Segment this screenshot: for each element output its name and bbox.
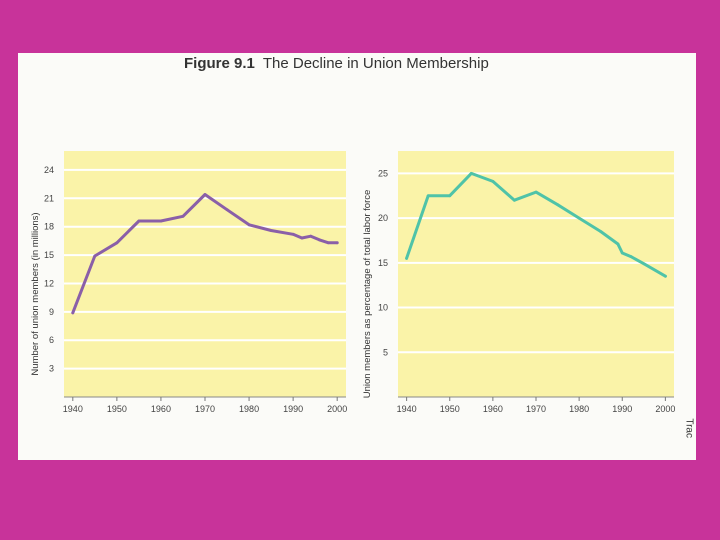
x-tick-label: 1990 — [283, 404, 303, 414]
data-point — [577, 216, 581, 220]
y-tick-label: 21 — [44, 193, 54, 203]
data-point — [225, 208, 229, 212]
y-tick-label: 6 — [49, 335, 54, 345]
data-point — [616, 242, 620, 246]
data-point — [642, 262, 646, 266]
data-point — [181, 214, 185, 218]
x-tick-label: 1940 — [397, 404, 417, 414]
x-tick-label: 1950 — [107, 404, 127, 414]
chart-1: 3 6 9 12 15 18 21 24 1940 1950 1960 1970 1980 1990 200… — [30, 151, 347, 414]
x-tick-label: 1950 — [440, 404, 460, 414]
y-tick-label: 15 — [378, 258, 388, 268]
data-point — [309, 234, 313, 238]
charts-canvas: 3 6 9 12 15 18 21 24 1940 1950 1960 1970 1980 1990 200… — [30, 151, 675, 414]
y-tick-label: 10 — [378, 303, 388, 313]
x-tick-label: 1970 — [195, 404, 215, 414]
data-point — [513, 198, 516, 202]
y-tick-label: 3 — [49, 364, 54, 374]
data-point — [71, 311, 75, 315]
data-point — [405, 256, 409, 260]
data-point — [291, 232, 295, 236]
data-point — [115, 241, 119, 245]
data-point — [663, 274, 667, 278]
y-axis-label: Union members as percentage of total lab… — [362, 190, 373, 399]
data-point — [556, 203, 559, 207]
data-point — [534, 190, 538, 194]
data-point — [159, 219, 163, 223]
data-point — [491, 180, 495, 183]
x-tick-label: 1960 — [151, 404, 171, 414]
x-tick-label: 1960 — [483, 404, 503, 414]
figure-page: Figure 9.1 The Decline in Union Membershi… — [18, 53, 696, 460]
data-point — [300, 236, 304, 240]
x-tick-label: 2000 — [327, 404, 347, 414]
plot-area — [64, 151, 346, 397]
data-point — [93, 254, 97, 258]
data-point — [629, 255, 633, 258]
figure-title-text: The Decline in Union Membership — [262, 55, 489, 72]
data-point — [247, 223, 251, 227]
data-point — [426, 194, 430, 198]
y-axis-label: Number of union members (in millions) — [30, 212, 41, 375]
y-tick-label: 9 — [49, 307, 54, 317]
series-line — [71, 193, 339, 315]
data-point — [269, 229, 273, 232]
y-tick-label: 18 — [44, 222, 54, 232]
y-tick-label: 12 — [44, 278, 54, 288]
data-point — [469, 171, 473, 175]
data-point — [620, 251, 624, 255]
data-point — [318, 238, 321, 242]
x-tick-label: 1970 — [526, 404, 546, 414]
x-tick-label: 1980 — [569, 404, 589, 414]
plot-area — [398, 151, 674, 397]
y-tick-label: 25 — [378, 168, 388, 178]
figure-number: Figure 9.1 — [184, 55, 255, 72]
x-tick-label: 1990 — [612, 404, 632, 414]
x-tick-label: 2000 — [655, 404, 675, 414]
edge-text: Trac — [684, 418, 695, 438]
x-tick-label: 1940 — [63, 404, 83, 414]
y-tick-label: 15 — [44, 250, 54, 260]
x-tick-label: 1980 — [239, 404, 259, 414]
y-tick-label: 24 — [44, 165, 54, 175]
data-point — [137, 219, 141, 223]
data-point — [335, 241, 339, 245]
data-point — [599, 230, 603, 233]
data-point — [326, 241, 330, 245]
data-point — [203, 193, 207, 196]
figure-title: Figure 9.1 The Decline in Union Membershi… — [184, 55, 489, 72]
y-tick-label: 5 — [383, 347, 388, 357]
data-point — [448, 194, 452, 198]
chart-2: 5 10 15 20 25 1940 1950 1960 1970 1980 1990 2000 Uni… — [362, 151, 675, 414]
y-tick-label: 20 — [378, 213, 388, 223]
